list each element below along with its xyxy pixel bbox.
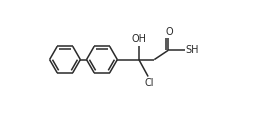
- Text: O: O: [165, 27, 173, 37]
- Text: SH: SH: [186, 45, 199, 55]
- Text: Cl: Cl: [145, 78, 154, 88]
- Text: OH: OH: [131, 34, 146, 44]
